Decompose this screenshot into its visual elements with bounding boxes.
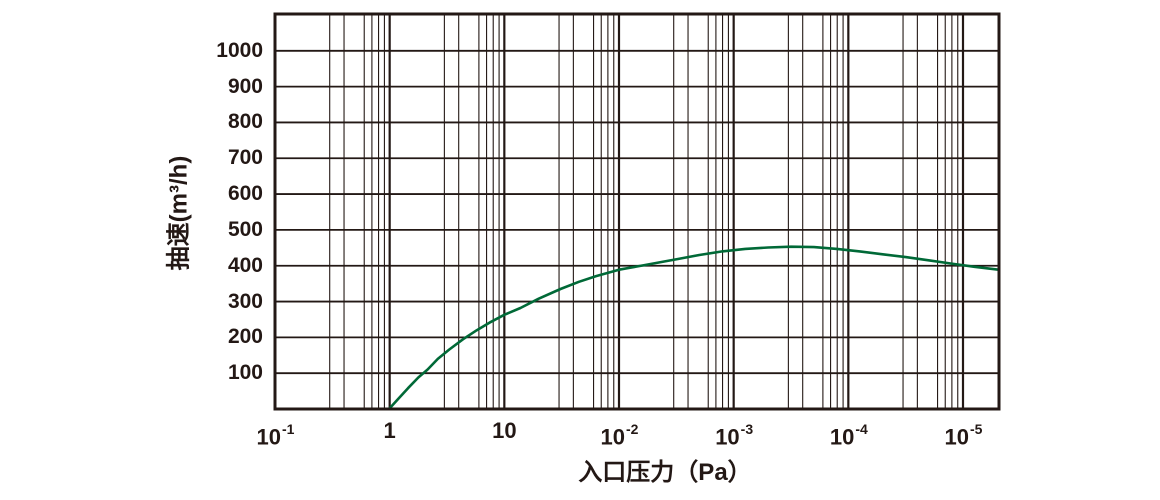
x-tick-base: 1 bbox=[383, 418, 396, 443]
y-tick-label: 200 bbox=[227, 325, 263, 349]
y-tick-label: 900 bbox=[227, 74, 263, 98]
y-tick-label: 500 bbox=[227, 217, 263, 241]
x-tick-label: 10-5 bbox=[893, 416, 1033, 450]
x-tick-label: 10 bbox=[434, 416, 574, 450]
horizontal-gridlines bbox=[275, 49, 999, 375]
x-axis-title: 入口压力（Pa） bbox=[578, 459, 752, 486]
x-tick-base: 10 bbox=[944, 424, 970, 450]
y-axis-title: 抽速(m³/h) bbox=[165, 155, 193, 271]
x-tick-exponent: -2 bbox=[626, 421, 639, 437]
x-tick-label: 10-3 bbox=[664, 416, 804, 450]
x-tick-exponent: -5 bbox=[970, 421, 983, 437]
plot-border bbox=[273, 12, 1001, 411]
x-tick-label: 10-1 bbox=[205, 416, 345, 450]
y-tick-label: 700 bbox=[227, 146, 263, 170]
x-tick-exponent: -1 bbox=[282, 421, 295, 437]
y-tick-label: 600 bbox=[227, 182, 263, 206]
x-tick-base: 10 bbox=[829, 424, 855, 450]
x-tick-base: 10 bbox=[256, 424, 282, 450]
y-tick-label: 400 bbox=[227, 253, 263, 277]
x-tick-exponent: -3 bbox=[740, 421, 754, 437]
x-tick-label: 10-4 bbox=[778, 416, 918, 450]
vertical-gridlines bbox=[329, 14, 965, 409]
y-tick-label: 300 bbox=[227, 289, 263, 313]
y-tick-label: 100 bbox=[227, 361, 263, 385]
speed-curve bbox=[388, 245, 1000, 410]
x-tick-label: 1 bbox=[320, 416, 460, 450]
x-tick-base: 10 bbox=[715, 424, 740, 450]
x-tick-exponent: -4 bbox=[855, 421, 868, 437]
x-tick-base: 10 bbox=[492, 418, 517, 443]
y-tick-label: 1000 bbox=[216, 38, 263, 62]
x-tick-base: 10 bbox=[600, 424, 626, 450]
y-tick-label: 800 bbox=[227, 110, 263, 134]
x-tick-label: 10-2 bbox=[549, 416, 689, 450]
